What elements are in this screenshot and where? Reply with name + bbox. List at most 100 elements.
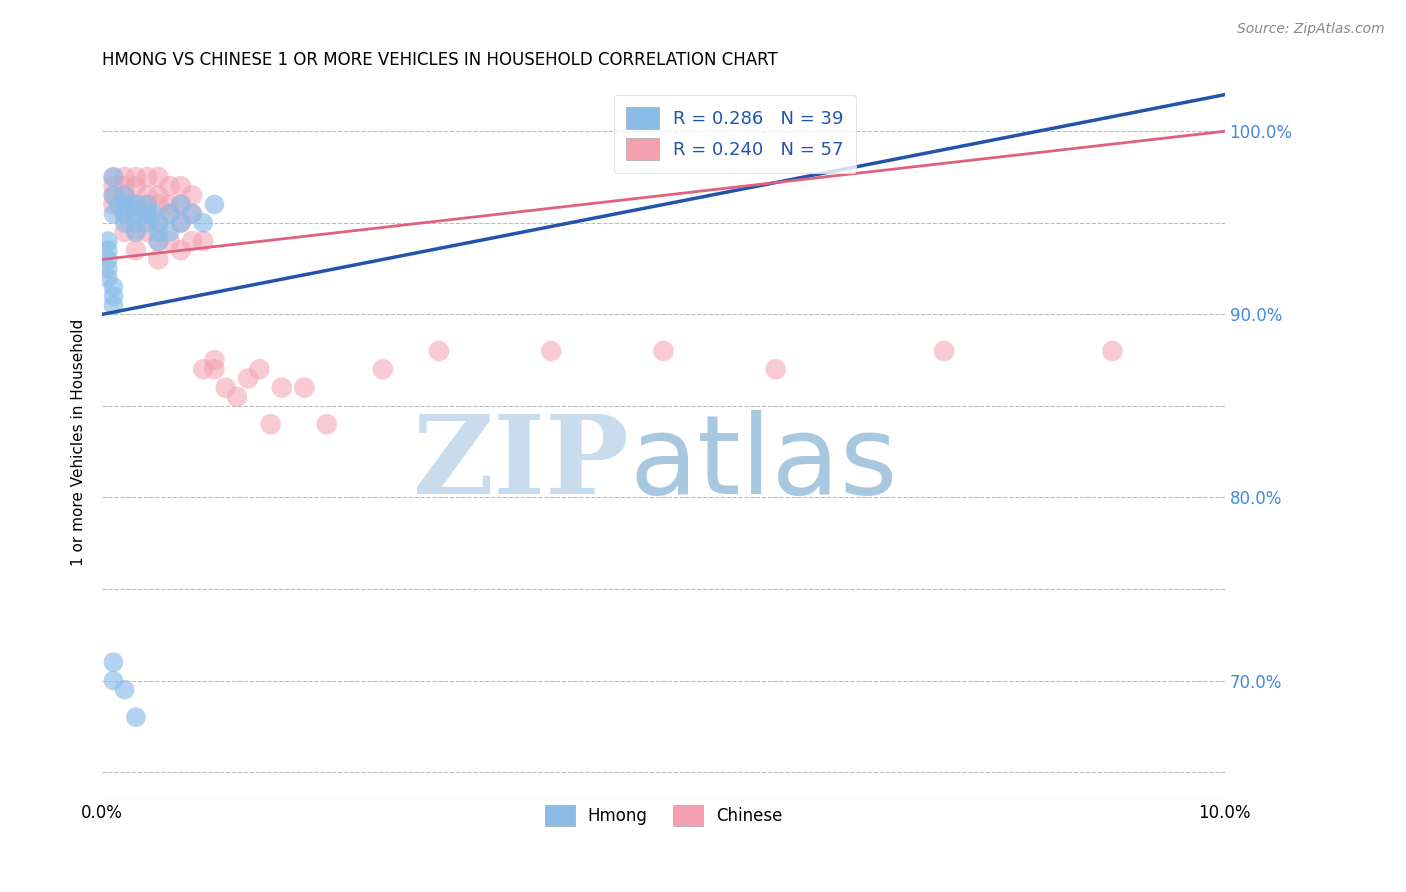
Point [159,179,181,194]
Point [97,234,120,248]
Point [125,169,148,184]
Point [159,197,181,211]
Point [103,188,125,202]
Point [148,197,170,211]
Point [170,216,193,230]
Point [120,197,142,211]
Point [136,216,159,230]
Point [114,179,136,194]
Y-axis label: 1 or more Vehicles in Household: 1 or more Vehicles in Household [72,319,86,566]
Point [204,353,226,368]
Point [125,225,148,239]
Point [236,371,259,385]
Point [125,710,148,724]
Point [114,188,136,202]
Point [193,216,215,230]
Point [114,188,136,202]
Point [114,682,136,697]
Point [103,655,125,669]
Point [125,197,148,211]
Point [148,252,170,267]
Point [136,197,159,211]
Point [103,169,125,184]
Point [170,179,193,194]
Point [1101,343,1123,358]
Point [125,225,148,239]
Text: ZIP: ZIP [413,410,630,517]
Text: Source: ZipAtlas.com: Source: ZipAtlas.com [1237,22,1385,37]
Point [148,188,170,202]
Point [97,244,120,258]
Point [114,207,136,221]
Point [270,381,292,395]
Point [103,197,125,211]
Point [193,362,215,376]
Point [103,188,125,202]
Point [97,261,120,276]
Point [103,207,125,221]
Point [170,197,193,211]
Point [103,179,125,194]
Point [125,244,148,258]
Point [765,362,787,376]
Point [259,417,281,432]
Point [136,169,159,184]
Point [103,673,125,688]
Point [114,216,136,230]
Point [181,207,204,221]
Point [170,197,193,211]
Point [125,207,148,221]
Point [148,169,170,184]
Point [108,197,131,211]
Point [315,417,337,432]
Point [148,216,170,230]
Point [142,207,165,221]
Legend: Hmong, Chinese: Hmong, Chinese [536,797,790,834]
Point [114,225,136,239]
Point [371,362,394,376]
Point [159,225,181,239]
Point [181,188,204,202]
Point [193,234,215,248]
Point [181,207,204,221]
Point [215,381,238,395]
Point [97,270,120,285]
Point [103,280,125,294]
Point [226,390,249,404]
Point [136,207,159,221]
Point [125,179,148,194]
Point [97,252,120,267]
Point [136,188,159,202]
Point [136,197,159,211]
Point [204,197,226,211]
Point [148,234,170,248]
Point [427,343,450,358]
Point [148,216,170,230]
Point [136,207,159,221]
Point [204,362,226,376]
Point [932,343,955,358]
Point [652,343,675,358]
Point [125,197,148,211]
Point [292,381,315,395]
Point [103,169,125,184]
Point [159,234,181,248]
Text: atlas: atlas [630,410,898,517]
Point [114,169,136,184]
Point [181,234,204,248]
Point [114,197,136,211]
Point [159,207,181,221]
Point [125,216,148,230]
Point [136,225,159,239]
Point [170,216,193,230]
Point [148,225,170,239]
Text: HMONG VS CHINESE 1 OR MORE VEHICLES IN HOUSEHOLD CORRELATION CHART: HMONG VS CHINESE 1 OR MORE VEHICLES IN H… [103,51,778,69]
Point [540,343,562,358]
Point [114,207,136,221]
Point [170,244,193,258]
Point [103,289,125,303]
Point [247,362,270,376]
Point [148,234,170,248]
Point [159,207,181,221]
Point [103,298,125,312]
